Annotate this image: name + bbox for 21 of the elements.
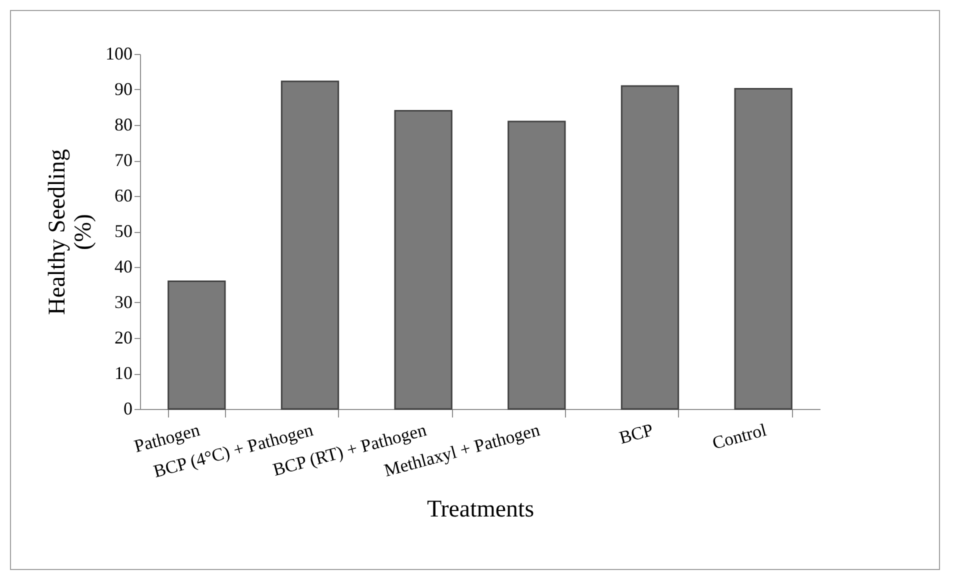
y-tick-label: 70	[114, 150, 132, 170]
x-tick-label: Control	[710, 420, 768, 454]
y-tick-label: 80	[114, 114, 132, 134]
y-tick-label: 30	[114, 292, 132, 312]
y-tick-label: 100	[106, 44, 132, 64]
bar	[620, 85, 680, 410]
y-tick-label: 50	[114, 221, 132, 241]
y-tick-label: 10	[114, 363, 132, 383]
bar	[508, 120, 566, 410]
y-tick-label: 40	[114, 256, 132, 276]
bar	[734, 88, 792, 410]
x-axis-title: Treatments	[426, 496, 534, 523]
bar	[168, 280, 226, 410]
y-tick-label: 0	[124, 398, 132, 418]
bar	[280, 80, 340, 410]
y-tick-label: 90	[114, 79, 132, 99]
x-tick-label: BCP	[617, 420, 656, 448]
y-tick-label: 20	[114, 328, 132, 348]
y-tick-label: 60	[114, 186, 132, 206]
bar	[394, 110, 452, 410]
y-axis-title: Healthy Seedling (%)	[44, 149, 96, 315]
